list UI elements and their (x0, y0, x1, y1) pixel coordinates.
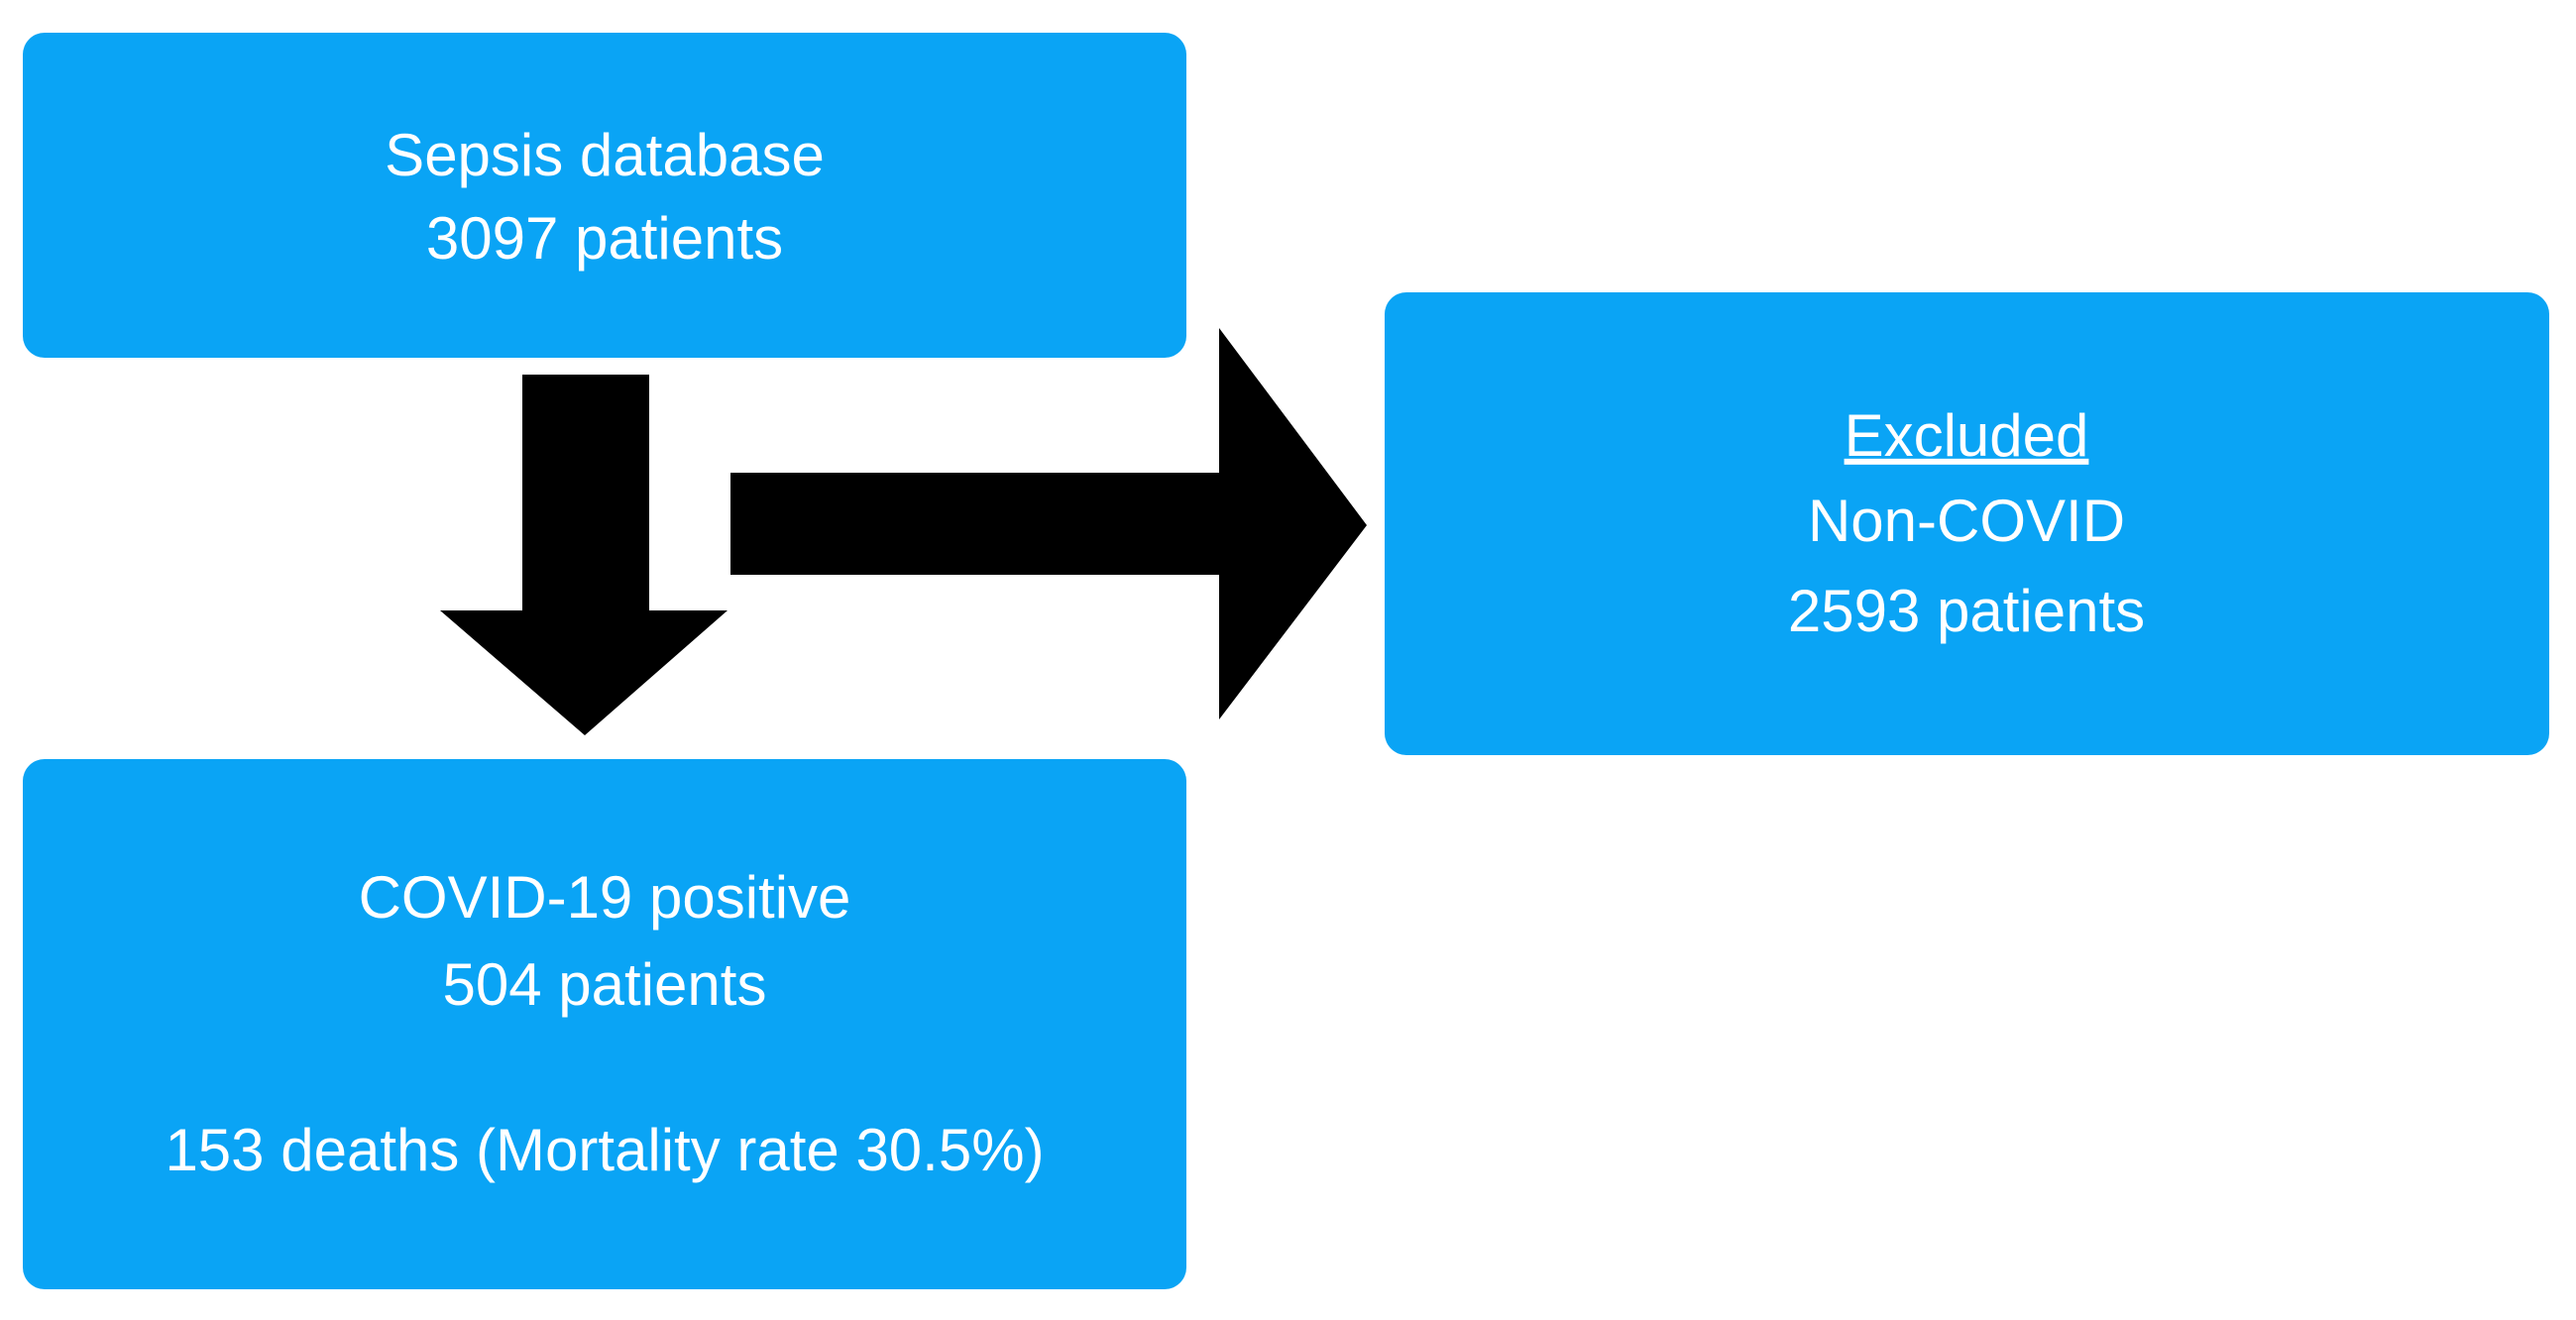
node-text: 3097 patients (426, 205, 783, 272)
node-text: COVID-19 positive (359, 864, 851, 931)
node-text: Non-COVID (1808, 488, 2125, 554)
arrow-right (730, 328, 1367, 719)
box-covid (23, 759, 1186, 1289)
arrow-down (440, 375, 728, 735)
box-excluded (1385, 292, 2549, 755)
node-text: 504 patients (443, 951, 767, 1018)
node-text: 2593 patients (1788, 578, 2145, 644)
box-sepsis (23, 33, 1186, 358)
node-text: Sepsis database (385, 122, 825, 188)
node-heading: Excluded (1845, 402, 2089, 469)
node-text: 153 deaths (Mortality rate 30.5%) (165, 1117, 1044, 1183)
